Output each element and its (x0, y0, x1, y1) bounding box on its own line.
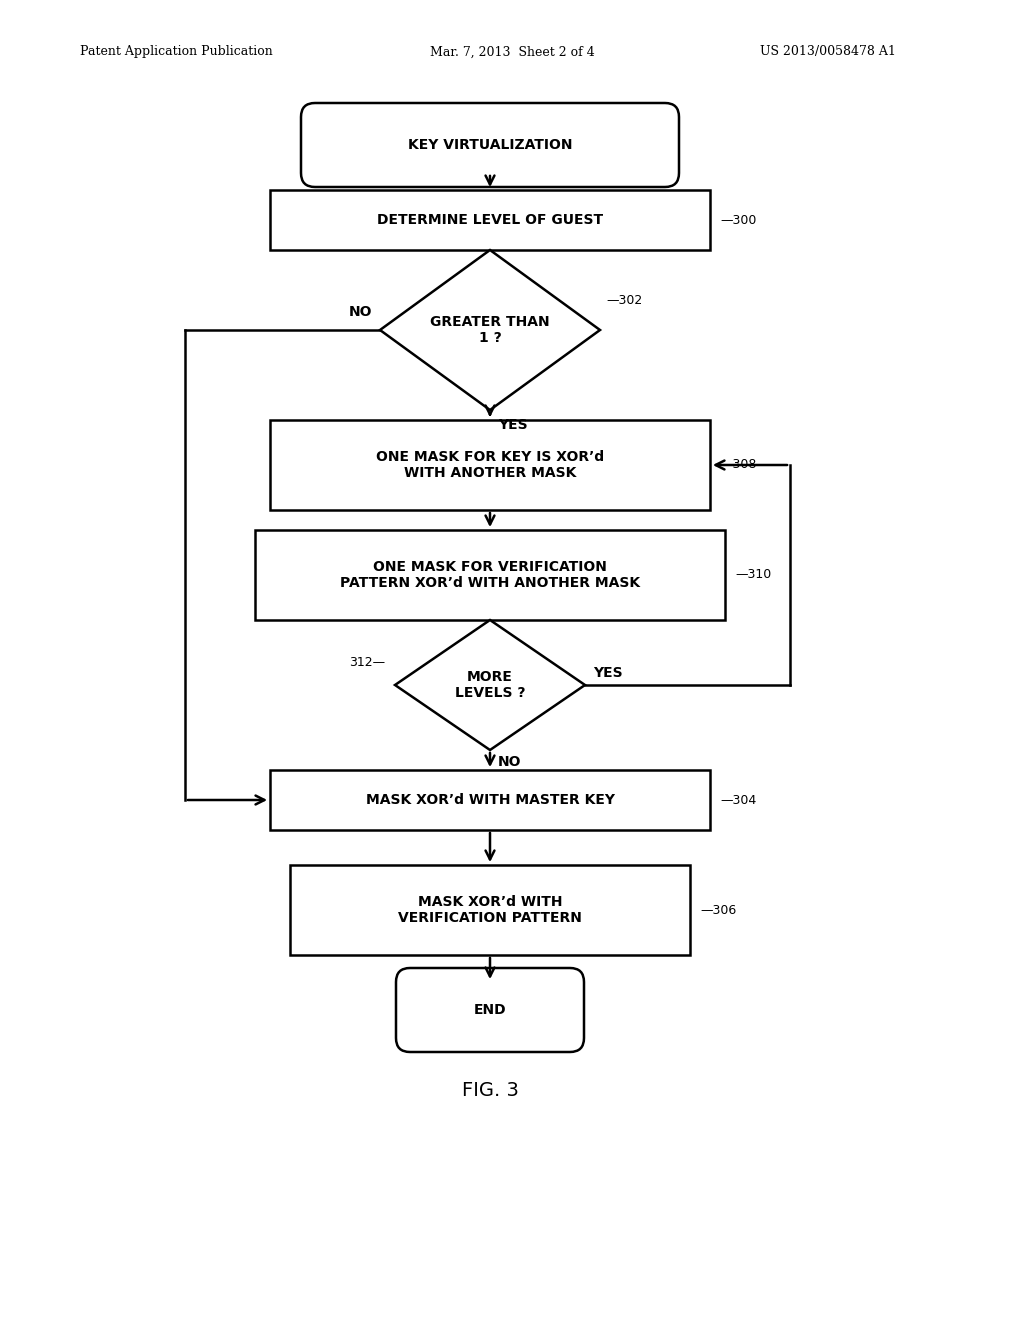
Polygon shape (395, 620, 585, 750)
Polygon shape (380, 249, 600, 411)
FancyBboxPatch shape (270, 770, 710, 830)
FancyBboxPatch shape (301, 103, 679, 187)
Text: FIG. 3: FIG. 3 (462, 1081, 518, 1100)
Text: —306: —306 (700, 903, 736, 916)
Text: Mar. 7, 2013  Sheet 2 of 4: Mar. 7, 2013 Sheet 2 of 4 (430, 45, 595, 58)
FancyBboxPatch shape (396, 968, 584, 1052)
Text: —304: —304 (720, 793, 757, 807)
Text: GREATER THAN
1 ?: GREATER THAN 1 ? (430, 315, 550, 345)
Text: DETERMINE LEVEL OF GUEST: DETERMINE LEVEL OF GUEST (377, 213, 603, 227)
Text: YES: YES (498, 418, 527, 432)
FancyBboxPatch shape (255, 531, 725, 620)
Text: YES: YES (593, 667, 623, 680)
Text: —310: —310 (735, 569, 771, 582)
Text: —302: —302 (606, 293, 642, 306)
FancyBboxPatch shape (270, 420, 710, 510)
Text: —308: —308 (720, 458, 757, 471)
Text: END: END (474, 1003, 506, 1016)
Text: NO: NO (348, 305, 372, 319)
Text: MORE
LEVELS ?: MORE LEVELS ? (455, 671, 525, 700)
Text: MASK XOR’d WITH
VERIFICATION PATTERN: MASK XOR’d WITH VERIFICATION PATTERN (398, 895, 582, 925)
Text: ONE MASK FOR KEY IS XOR’d
WITH ANOTHER MASK: ONE MASK FOR KEY IS XOR’d WITH ANOTHER M… (376, 450, 604, 480)
Text: ONE MASK FOR VERIFICATION
PATTERN XOR’d WITH ANOTHER MASK: ONE MASK FOR VERIFICATION PATTERN XOR’d … (340, 560, 640, 590)
Text: Patent Application Publication: Patent Application Publication (80, 45, 272, 58)
Text: —300: —300 (720, 214, 757, 227)
Text: US 2013/0058478 A1: US 2013/0058478 A1 (760, 45, 896, 58)
Text: NO: NO (498, 755, 521, 770)
FancyBboxPatch shape (290, 865, 690, 954)
FancyBboxPatch shape (270, 190, 710, 249)
Text: KEY VIRTUALIZATION: KEY VIRTUALIZATION (408, 139, 572, 152)
Text: MASK XOR’d WITH MASTER KEY: MASK XOR’d WITH MASTER KEY (366, 793, 614, 807)
Text: 312—: 312— (349, 656, 385, 669)
